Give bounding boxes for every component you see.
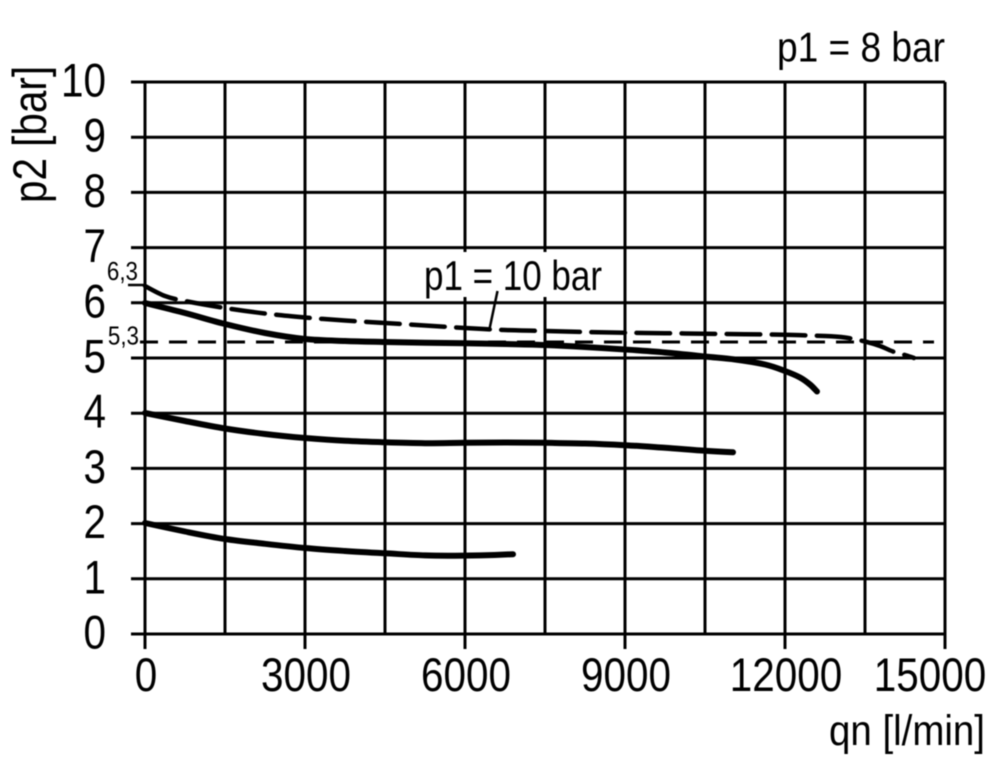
svg-text:6: 6 [84,275,106,328]
svg-text:9000: 9000 [581,649,671,702]
svg-text:4: 4 [84,386,106,439]
svg-text:0: 0 [135,649,157,702]
svg-text:5: 5 [84,331,106,384]
svg-text:p2 [bar]: p2 [bar] [4,66,57,203]
svg-text:6,3: 6,3 [107,257,138,286]
svg-text:p1 = 10 bar: p1 = 10 bar [424,252,602,299]
svg-text:7: 7 [84,220,106,273]
svg-text:6000: 6000 [421,649,511,702]
svg-text:8: 8 [84,165,106,218]
svg-text:2: 2 [84,496,106,549]
svg-text:15000: 15000 [874,649,986,702]
svg-text:9: 9 [84,110,106,163]
svg-text:p1 = 8 bar: p1 = 8 bar [777,24,945,71]
svg-text:3: 3 [84,441,106,494]
svg-text:12000: 12000 [730,649,842,702]
svg-text:5,3: 5,3 [108,322,139,351]
svg-text:1: 1 [84,551,106,604]
svg-text:10: 10 [61,55,106,108]
svg-text:0: 0 [84,607,106,660]
svg-text:3000: 3000 [261,649,351,702]
svg-text:qn [l/min]: qn [l/min] [829,707,985,755]
